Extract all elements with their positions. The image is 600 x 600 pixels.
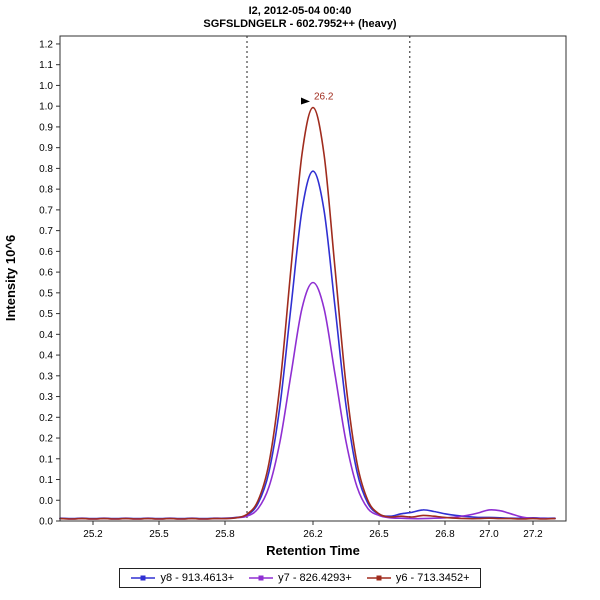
y-tick-label: 0.9 [39,143,53,154]
peak-rt-annotation: 26.2 [314,92,334,103]
y-axis-title: Intensity 10^6 [3,235,18,321]
y-tick-label: 0.5 [39,309,53,320]
x-tick-label: 27.2 [523,529,543,540]
legend-wrap: y8 - 913.4613+ y7 - 826.4293+ y6 - 713.345… [0,568,600,588]
y-tick-label: 1.1 [39,60,53,71]
legend-label: y7 - 826.4293+ [278,572,352,584]
y-tick-label: 0.3 [39,371,53,382]
y-tick-label: 0.2 [39,434,53,445]
peak-arrow-icon [301,97,310,105]
y-tick-label: 0.1 [39,454,53,465]
series-path-y8[interactable] [59,170,556,520]
legend-item-y6: y6 - 713.3452+ [366,572,470,584]
y-tick-label: 0.6 [39,268,53,279]
x-tick-label: 26.8 [435,529,455,540]
chart-titles: I2, 2012-05-04 00:40 SGFSLDNGELR - 602.7… [0,0,600,31]
y-tick-label: 0.3 [39,392,53,403]
y-tick-label: 0.8 [39,185,53,196]
series-path-y7[interactable] [59,281,556,520]
y-tick-label: 1.2 [39,39,53,50]
legend-line-marker-icon [131,575,156,581]
y-tick-label: 1.0 [39,102,53,113]
legend-item-y8: y8 - 913.4613+ [130,572,234,584]
legend-label: y8 - 913.4613+ [160,572,235,584]
transition-legend: y8 - 913.4613+ y7 - 826.4293+ y6 - 713.345… [119,568,481,588]
y-tick-label: 0.6 [39,247,53,258]
y-tick-label: 0.0 [39,496,53,507]
y-tick-label: 0.2 [39,413,53,424]
y-tick-label: 1.0 [39,81,53,92]
plot-border [59,35,567,522]
x-tick-label: 26.5 [369,529,389,540]
y-tick-label: 0.0 [39,517,53,528]
y-tick-label: 0.4 [39,330,53,341]
y-tick-label: 0.7 [39,205,53,216]
legend-line-marker-icon [366,575,391,581]
x-tick-label: 25.5 [149,529,169,540]
y-tick-label: 0.1 [39,475,53,486]
y-tick-label: 0.8 [39,164,53,175]
x-tick-label: 26.2 [303,529,323,540]
y-tick-label: 0.7 [39,226,53,237]
legend-line-marker-icon [249,575,274,581]
y-tick-label: 0.4 [39,351,53,362]
chromatogram-chart[interactable]: 25.2 25.5 25.8 26.2 26.5 26.8 27.0 27.2 1.2 1.1 1.… [0,31,600,563]
x-tick-label: 25.8 [215,529,235,540]
series-path-y6[interactable] [59,106,556,520]
y-tick-label: 0.9 [39,122,53,133]
peptide-title: SGFSLDNGELR - 602.7952++ (heavy) [203,18,397,30]
y-tick-label: 0.5 [39,288,53,299]
chart-generated-layer: 25.2 25.5 25.8 26.2 26.5 26.8 27.0 27.2 1.2 1.1 1.… [39,36,556,540]
legend-label: y6 - 713.3452+ [395,572,470,584]
x-axis-title: Retention Time [266,543,360,558]
x-tick-label: 27.0 [479,529,499,540]
replicate-title: I2, 2012-05-04 00:40 [248,5,352,17]
legend-item-y7: y7 - 826.4293+ [248,572,352,584]
x-tick-label: 25.2 [83,529,103,540]
